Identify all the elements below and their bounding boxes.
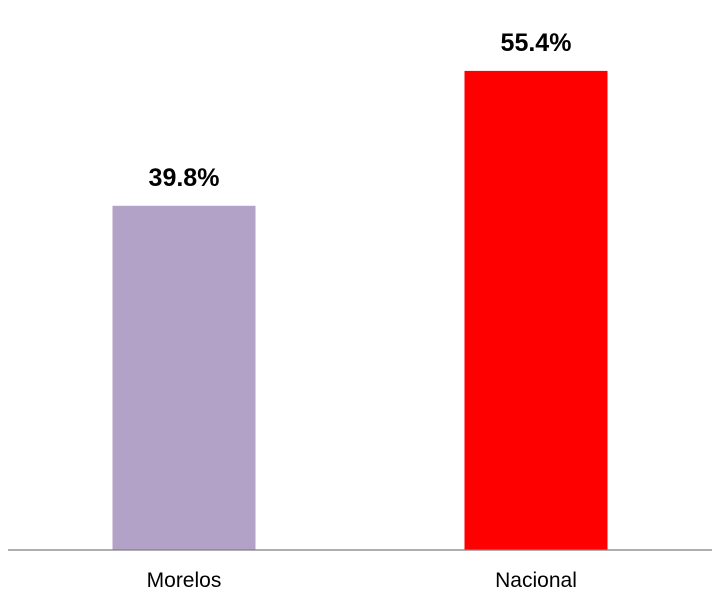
data-label-morelos: 39.8% bbox=[149, 164, 220, 192]
data-label-nacional: 55.4% bbox=[501, 29, 572, 57]
category-labels-group: Morelos Nacional bbox=[147, 569, 577, 592]
bar-nacional bbox=[464, 70, 608, 551]
category-label-nacional: Nacional bbox=[495, 569, 577, 592]
category-label-morelos: Morelos bbox=[147, 569, 222, 592]
bars-group bbox=[112, 70, 608, 551]
bar-morelos bbox=[112, 205, 256, 551]
value-labels-group: 39.8% 55.4% bbox=[149, 29, 572, 192]
